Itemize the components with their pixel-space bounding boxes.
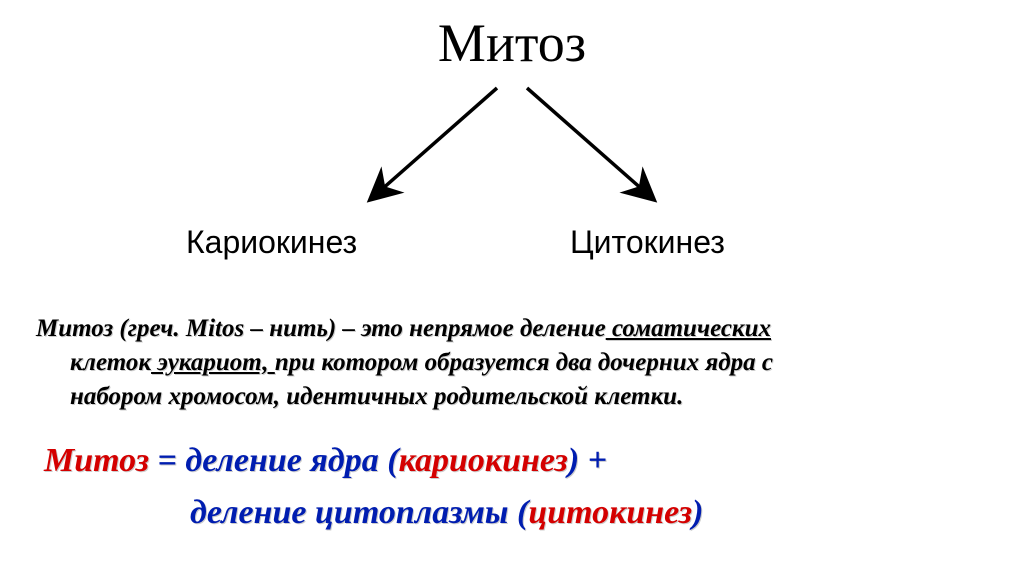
- def-l1-a: Митоз (греч. Mitos – нить) – это непрямо…: [36, 315, 606, 342]
- def-l2-u: эукариот,: [151, 349, 275, 376]
- arrow-right: [527, 88, 652, 198]
- eq2-b: цитокинез: [528, 494, 692, 531]
- definition-text: Митоз (греч. Mitos – нить) – это непрямо…: [36, 312, 988, 413]
- eq1-d: ) +: [568, 442, 607, 479]
- equation-line-1: Митоз = деление ядра (кариокинез) +: [44, 442, 607, 480]
- eq1-c: кариокинез: [399, 442, 568, 479]
- branch-arrows: [302, 80, 722, 210]
- branch-left-label: Кариокинез: [186, 224, 357, 261]
- branch-right-label: Цитокинез: [570, 224, 725, 261]
- eq2-c: ): [692, 494, 703, 531]
- def-l2-b: при котором образуется два дочерних ядра…: [275, 349, 773, 376]
- eq1-a: Митоз: [44, 442, 149, 479]
- def-l2-a: клеток: [70, 349, 151, 376]
- page-title: Митоз: [438, 12, 586, 74]
- eq2-a: деление цитоплазмы (: [190, 494, 528, 531]
- eq1-b: = деление ядра (: [149, 442, 399, 479]
- equation-line-2: деление цитоплазмы (цитокинез): [190, 494, 703, 532]
- def-l3: набором хромосом, идентичных родительско…: [36, 380, 988, 414]
- def-l1-u: соматических: [606, 315, 771, 342]
- arrow-left: [372, 88, 497, 198]
